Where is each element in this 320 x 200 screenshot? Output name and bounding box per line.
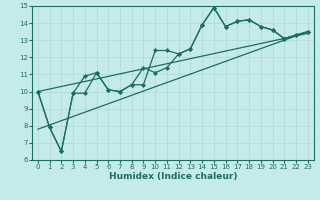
X-axis label: Humidex (Indice chaleur): Humidex (Indice chaleur)	[108, 172, 237, 181]
